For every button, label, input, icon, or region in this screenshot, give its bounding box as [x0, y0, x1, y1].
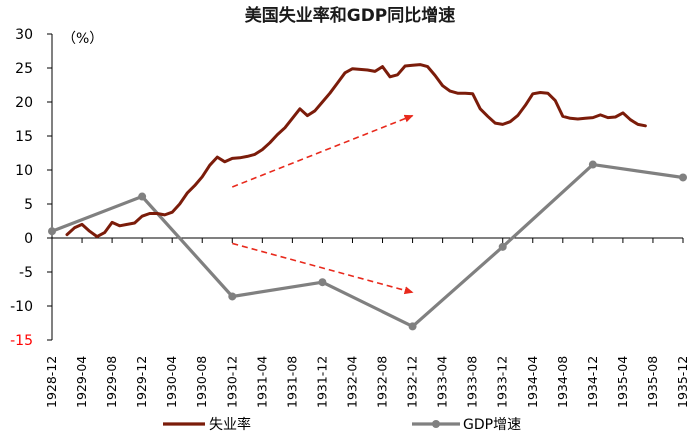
x-tick-label: 1932-04: [344, 356, 359, 408]
x-tick-label: 1929-04: [74, 356, 89, 408]
legend-marker-gdp: [432, 420, 440, 428]
gdp-growth-point: [408, 322, 417, 331]
x-tick-label: 1934-12: [585, 356, 600, 408]
y-axis: 30 25 20 15 10 5 0 -5 -10 -15: [10, 27, 53, 349]
gdp-growth-point: [138, 192, 147, 201]
unemployment-rate-line: [65, 63, 647, 239]
x-tick-label: 1928-12: [44, 356, 59, 408]
x-tick-label: 1933-04: [435, 356, 450, 408]
x-tick-label: 1930-12: [224, 356, 239, 408]
legend: 失业率 GDP增速: [163, 416, 521, 433]
gdp-growth-point: [228, 292, 237, 301]
y-tick-label: 15: [15, 129, 33, 145]
trend-arrow-1: [231, 114, 414, 188]
gdp-growth-point: [48, 227, 56, 236]
legend-label-gdp: GDP增速: [463, 417, 521, 433]
x-tick-label: 1930-04: [164, 356, 179, 408]
legend-label-unemployment: 失业率: [209, 416, 251, 433]
x-tick-label: 1934-08: [555, 356, 570, 408]
x-tick-label: 1933-12: [495, 356, 510, 408]
y-tick-label: 30: [15, 27, 33, 43]
x-tick-label: 1931-08: [284, 356, 299, 408]
trend-arrow-2: [232, 242, 414, 295]
y-tick-label: 10: [15, 163, 33, 179]
x-tick-label: 1932-12: [405, 356, 420, 408]
y-tick-label: -15: [10, 333, 33, 349]
gdp-growth-point: [498, 242, 507, 251]
y-tick-label: 5: [24, 197, 33, 213]
y-tick-label: 0: [24, 231, 33, 247]
y-axis-unit: （%）: [62, 31, 103, 47]
x-tick-label: 1934-04: [525, 356, 540, 408]
chart-title: 美国失业率和GDP同比增速: [245, 5, 456, 26]
gdp-growth-point: [588, 160, 597, 169]
y-tick-label: 20: [15, 95, 33, 111]
x-tick-label: 1935-08: [645, 356, 660, 408]
gdp-growth-point: [679, 173, 687, 182]
gdp-growth-line: [51, 163, 684, 328]
y-tick-label: -5: [19, 265, 33, 281]
x-tick-label: 1932-08: [375, 356, 390, 408]
x-tick-label: 1931-04: [254, 356, 269, 408]
x-tick-label: 1933-08: [465, 356, 480, 408]
x-tick-label: 1929-08: [104, 356, 119, 408]
y-tick-label: 25: [15, 61, 33, 77]
x-tick-label: 1931-12: [314, 356, 329, 408]
x-tick-label: 1929-12: [134, 356, 149, 408]
x-tick-label: 1935-04: [615, 356, 630, 408]
x-tick-label: 1930-08: [194, 356, 209, 408]
x-tick-label: 1935-12: [675, 356, 690, 408]
x-axis: 1928-12 1929-04 1929-08 1929-12 1930-04 1930-…: [44, 237, 690, 408]
y-tick-label: -10: [10, 299, 33, 315]
gdp-growth-point: [318, 278, 327, 287]
annotations: [231, 114, 414, 295]
series-group: [48, 63, 687, 331]
